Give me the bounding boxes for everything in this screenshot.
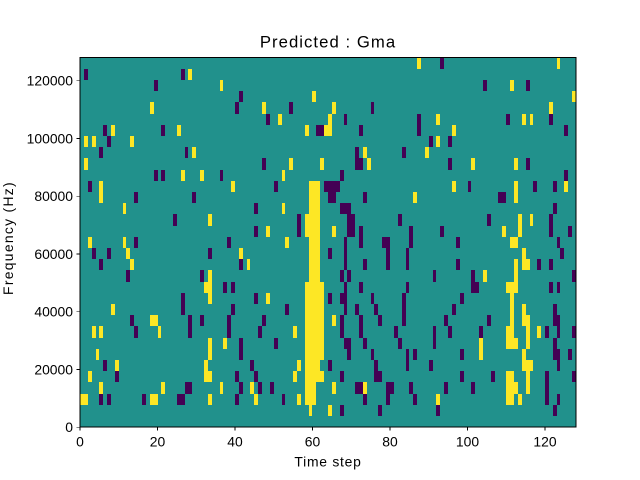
- svg-text:100: 100: [456, 433, 479, 449]
- svg-text:Predicted : Gma: Predicted : Gma: [260, 33, 396, 52]
- svg-text:100000: 100000: [27, 130, 74, 146]
- svg-text:80: 80: [382, 433, 398, 449]
- svg-text:Time step: Time step: [294, 453, 361, 469]
- svg-text:20: 20: [150, 433, 166, 449]
- svg-text:20000: 20000: [34, 361, 73, 377]
- svg-text:60000: 60000: [34, 246, 73, 262]
- svg-text:120: 120: [533, 433, 556, 449]
- svg-text:40000: 40000: [34, 304, 73, 320]
- svg-text:40: 40: [227, 433, 243, 449]
- svg-text:Frequency (Hz): Frequency (Hz): [0, 181, 16, 295]
- svg-text:0: 0: [65, 419, 73, 435]
- svg-text:60: 60: [305, 433, 321, 449]
- svg-text:120000: 120000: [27, 73, 74, 89]
- svg-text:80000: 80000: [34, 188, 73, 204]
- svg-text:0: 0: [76, 433, 84, 449]
